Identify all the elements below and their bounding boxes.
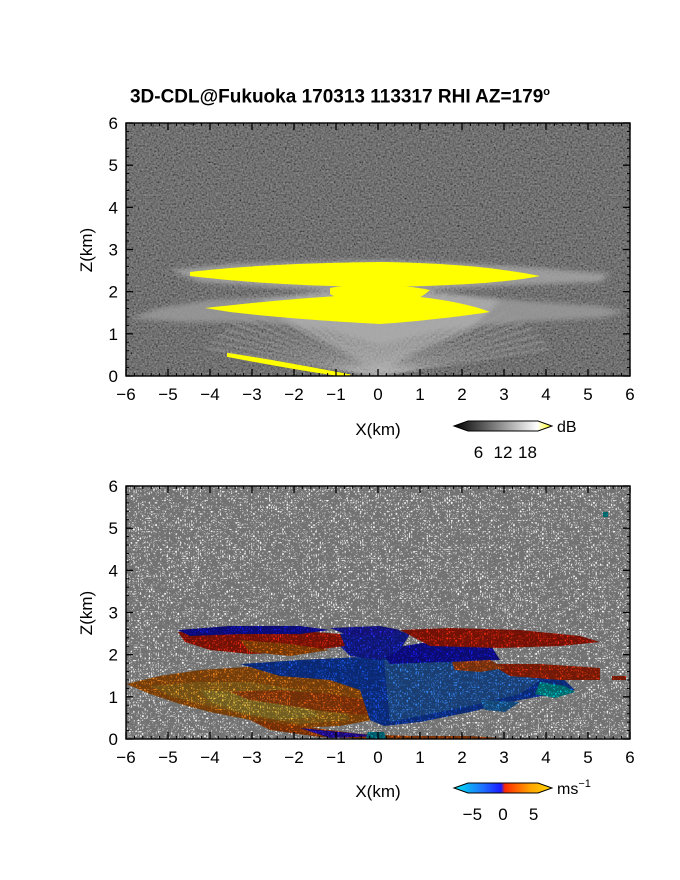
- reflectivity-ray: [232, 322, 379, 376]
- velocity-field: [126, 486, 630, 739]
- velocity-y-tick-label: 1: [109, 688, 118, 707]
- reflectivity-field: [126, 123, 630, 376]
- reflectivity-x-tick-label: 0: [373, 385, 382, 404]
- velocity-colorbar-tick-label: 0: [498, 805, 507, 824]
- reflectivity-x-tick-label: 5: [583, 385, 592, 404]
- velocity-colorbar-unit: ms−1: [557, 778, 591, 798]
- reflectivity-x-tick-label: −5: [158, 385, 177, 404]
- reflectivity-y-tick-label: 0: [109, 367, 118, 386]
- title-text: 3D-CDL@Fukuoka 170313 113317 RHI AZ=179: [129, 86, 544, 108]
- reflectivity-colorbar-unit: dB: [557, 419, 577, 436]
- velocity-x-tick-label: 0: [373, 748, 382, 767]
- velocity-xlabel: X(km): [355, 782, 400, 801]
- velocity-x-tick-label: 5: [583, 748, 592, 767]
- reflectivity-x-tick-label: 2: [457, 385, 466, 404]
- reflectivity-colorbar: 6 12 18 dB: [452, 419, 577, 462]
- reflectivity-y-tick-label: 6: [109, 114, 118, 133]
- reflectivity-ray: [206, 347, 379, 376]
- velocity-x-tick-label: 1: [415, 748, 424, 767]
- velocity-x-tick-label: −2: [284, 748, 303, 767]
- velocity-y-tick-label: 3: [109, 604, 118, 623]
- reflectivity-x-tick-label: 3: [499, 385, 508, 404]
- velocity-colorbar-unit-exp: −1: [578, 778, 591, 790]
- reflectivity-x-tick-label: 4: [541, 385, 550, 404]
- reflectivity-strong-echo: [190, 262, 540, 376]
- reflectivity-x-tick-label: 6: [625, 385, 634, 404]
- reflectivity-ray: [377, 322, 524, 376]
- reflectivity-colorbar-tick-label: 6: [474, 443, 483, 462]
- title-degree: o: [543, 86, 551, 98]
- chart-title: 3D-CDL@Fukuoka 170313 113317 RHI AZ=179o: [0, 86, 680, 108]
- velocity-x-tick-label: −3: [242, 748, 261, 767]
- reflectivity-colorbar-tick-label: 18: [518, 443, 537, 462]
- velocity-x-tick-label: 4: [541, 748, 550, 767]
- reflectivity-ray: [211, 340, 379, 376]
- velocity-y-tick-label: 2: [109, 646, 118, 665]
- velocity-y-tick-label: 4: [109, 561, 118, 580]
- reflectivity-ray: [217, 334, 379, 376]
- velocity-colorbar: −5 0 5 ms−1: [452, 778, 591, 824]
- reflectivity-ray: [377, 328, 532, 376]
- reflectivity-y-tick-label: 5: [109, 156, 118, 175]
- reflectivity-x-tick-label: −4: [200, 385, 219, 404]
- velocity-x-tick-label: 2: [457, 748, 466, 767]
- velocity-x-tick-label: 6: [625, 748, 634, 767]
- reflectivity-y-tick-label: 3: [109, 241, 118, 260]
- velocity-x-tick-label: −4: [200, 748, 219, 767]
- reflectivity-ray: [240, 316, 379, 376]
- velocity-y-tick-label: 0: [109, 730, 118, 749]
- reflectivity-axes: −6 −5 −4 −3 −2 −1 0 1 2 3 4 5 6 0 1 2 3 4 5 6: [109, 114, 635, 404]
- velocity-x-tick-label: −1: [326, 748, 345, 767]
- reflectivity-y-tick-label: 4: [109, 198, 118, 217]
- velocity-x-tick-label: 3: [499, 748, 508, 767]
- velocity-panel: −6 −5 −4 −3 −2 −1 0 1 2 3 4 5 6 0 1 2 3 4 5 6 X(km) Z(km) −…: [77, 477, 635, 824]
- reflectivity-ray: [377, 316, 516, 376]
- reflectivity-colorbar-tick-label: 12: [494, 443, 513, 462]
- velocity-ylabel: Z(km): [77, 591, 96, 635]
- velocity-colorbar-tick-label: −5: [463, 805, 482, 824]
- reflectivity-x-tick-label: −1: [326, 385, 345, 404]
- reflectivity-x-tick-label: 1: [415, 385, 424, 404]
- reflectivity-ray: [224, 328, 379, 376]
- velocity-colorbar-ticks: −5 0 5: [463, 805, 539, 824]
- reflectivity-x-tick-label: −6: [116, 385, 135, 404]
- reflectivity-xlabel: X(km): [355, 420, 400, 439]
- reflectivity-x-tick-label: −2: [284, 385, 303, 404]
- velocity-colorbar-unit-base: ms: [557, 781, 578, 798]
- reflectivity-ray: [377, 334, 539, 376]
- velocity-axes: −6 −5 −4 −3 −2 −1 0 1 2 3 4 5 6 0 1 2 3 4 5 6: [109, 477, 635, 767]
- velocity-colorbar-tick-label: 5: [529, 805, 538, 824]
- velocity-echo: [126, 486, 630, 739]
- velocity-x-tick-label: −5: [158, 748, 177, 767]
- reflectivity-ylabel: Z(km): [77, 228, 96, 272]
- reflectivity-y-tick-label: 2: [109, 283, 118, 302]
- reflectivity-y-tick-label: 1: [109, 325, 118, 344]
- reflectivity-x-tick-label: −3: [242, 385, 261, 404]
- velocity-y-tick-label: 6: [109, 477, 118, 496]
- velocity-y-tick-label: 5: [109, 519, 118, 538]
- reflectivity-ray: [377, 340, 545, 376]
- reflectivity-ray: [377, 347, 550, 376]
- reflectivity-colorbar-ticks: 6 12 18: [474, 443, 537, 462]
- velocity-x-tick-label: −6: [116, 748, 135, 767]
